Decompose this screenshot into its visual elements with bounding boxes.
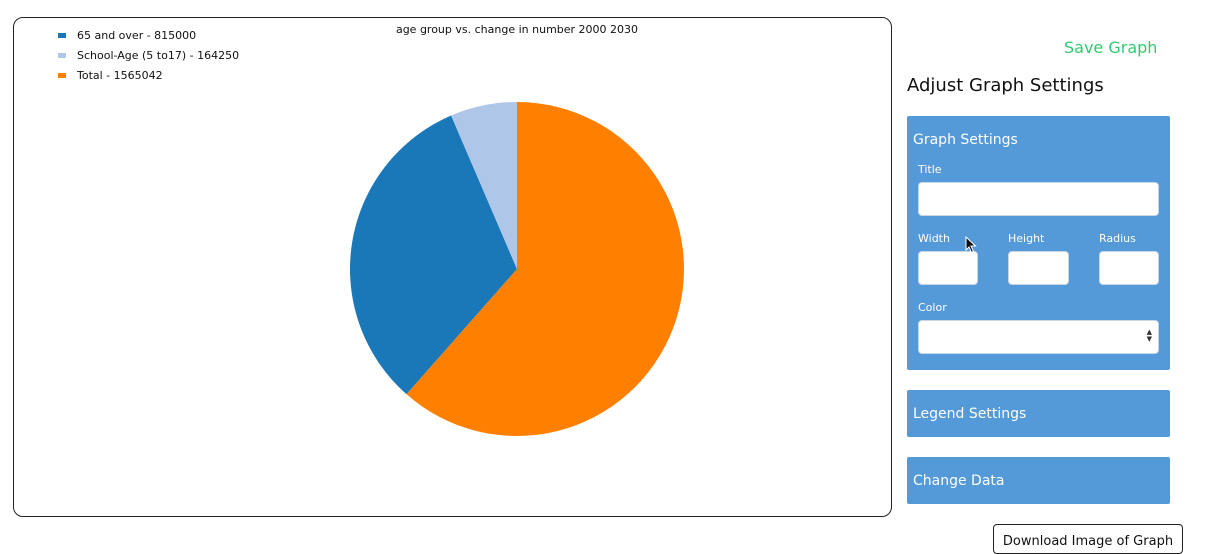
select-arrows-icon: ▲ ▼: [1146, 328, 1152, 343]
legend-label: School-Age (5 to17) - 164250: [77, 49, 239, 62]
legend-label: Total - 1565042: [76, 69, 163, 82]
legend-label: 65 and over - 815000: [77, 29, 196, 42]
mouse-cursor-icon: [965, 236, 977, 254]
title-input[interactable]: [918, 182, 1159, 216]
legend-settings-panel[interactable]: Legend Settings: [907, 390, 1170, 437]
change-data-title[interactable]: Change Data: [913, 473, 1005, 489]
pie-slice[interactable]: [406, 102, 684, 437]
legend-swatch: [58, 33, 66, 38]
graph-settings-panel: Graph Settings Title Width Height Radius…: [907, 116, 1170, 370]
save-graph-button[interactable]: Save Graph: [1064, 38, 1158, 57]
chart-title: age group vs. change in number 2000 2030: [396, 23, 638, 36]
height-label: Height: [1008, 232, 1045, 245]
height-input[interactable]: [1008, 251, 1069, 285]
color-select[interactable]: ▲ ▼: [918, 320, 1159, 354]
pie-slice[interactable]: [451, 102, 517, 269]
legend-swatch: [58, 73, 66, 78]
graph-settings-title[interactable]: Graph Settings: [913, 132, 1018, 148]
width-input[interactable]: [918, 251, 978, 285]
pie-chart: 65 and over - 815000 School-Age (5 to17) …: [58, 23, 684, 437]
color-label: Color: [918, 301, 947, 314]
chart-area: 65 and over - 815000 School-Age (5 to17) …: [13, 17, 892, 517]
settings-heading: Adjust Graph Settings: [907, 75, 1104, 96]
width-label: Width: [918, 232, 950, 245]
radius-label: Radius: [1099, 232, 1136, 245]
legend-swatch: [58, 53, 66, 58]
download-image-button[interactable]: Download Image of Graph: [993, 524, 1183, 554]
legend-settings-title[interactable]: Legend Settings: [913, 406, 1027, 422]
radius-input[interactable]: [1099, 251, 1159, 285]
change-data-panel[interactable]: Change Data: [907, 457, 1170, 504]
title-label: Title: [918, 163, 942, 176]
pie-slice[interactable]: [350, 115, 517, 395]
